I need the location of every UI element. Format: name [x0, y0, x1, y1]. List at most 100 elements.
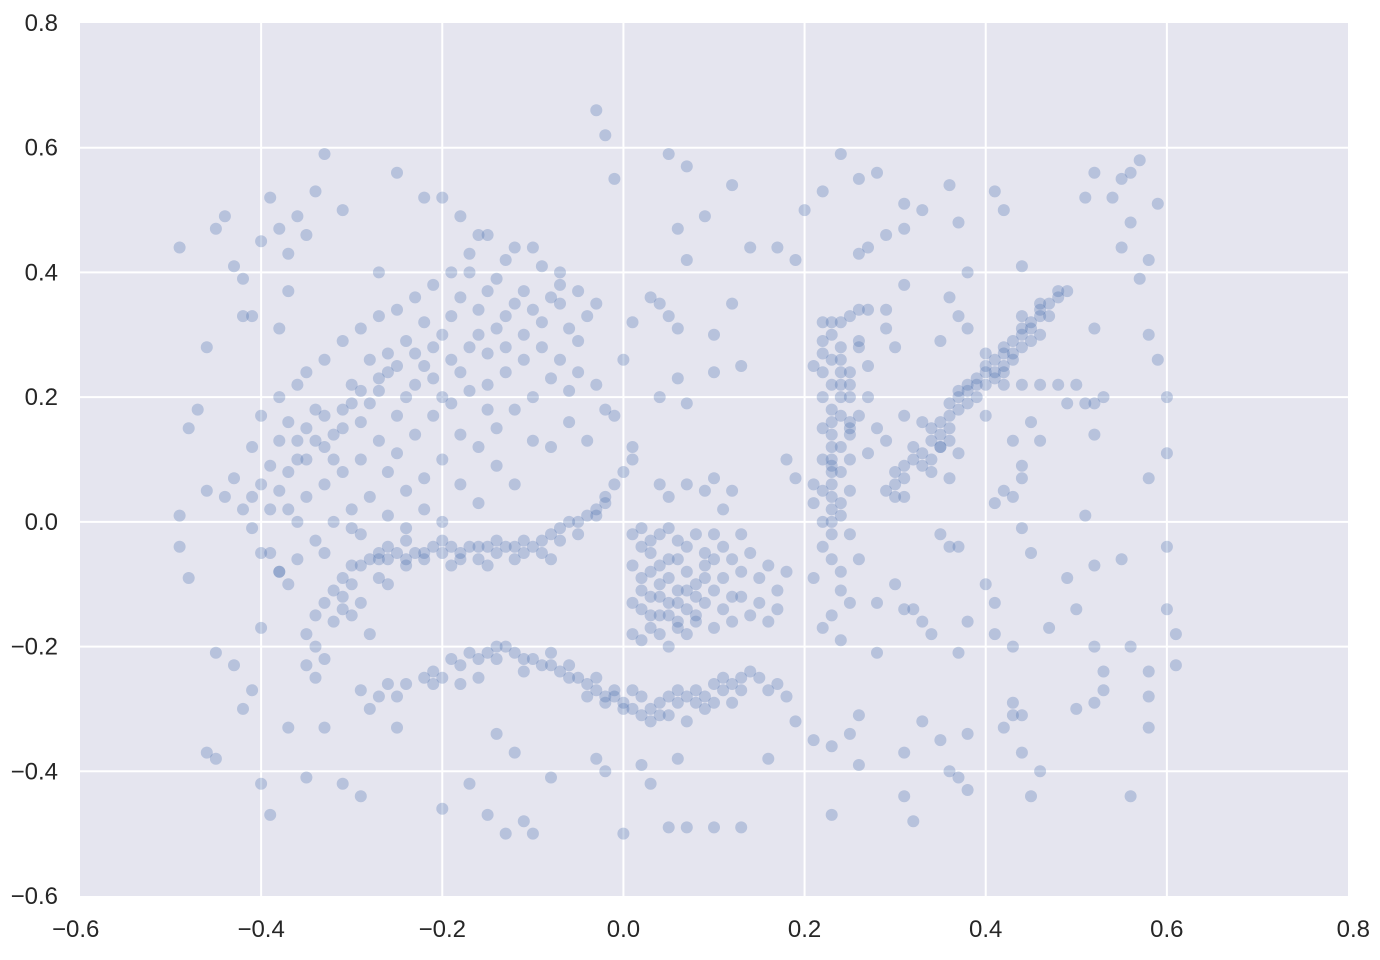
data-point	[708, 584, 720, 597]
data-point	[228, 260, 240, 273]
data-point	[1015, 459, 1028, 472]
data-point	[970, 372, 983, 385]
data-point	[680, 821, 693, 834]
data-point	[662, 490, 675, 503]
data-point	[698, 690, 711, 703]
data-point	[1088, 322, 1101, 335]
data-point	[671, 696, 684, 709]
data-point	[943, 409, 956, 422]
data-point	[1034, 765, 1047, 778]
data-point	[1133, 154, 1146, 167]
data-point	[952, 216, 965, 229]
data-point	[771, 678, 784, 690]
data-point	[581, 310, 594, 323]
data-point	[1034, 310, 1047, 323]
data-point	[336, 572, 349, 584]
data-point	[825, 466, 838, 478]
data-point	[418, 191, 431, 204]
data-point	[409, 428, 422, 441]
data-point	[970, 391, 983, 404]
data-point	[1052, 285, 1065, 298]
data-point	[689, 578, 702, 591]
data-point	[816, 515, 829, 528]
data-point	[309, 185, 322, 198]
data-point	[717, 572, 730, 584]
data-point	[535, 659, 548, 672]
data-point	[961, 727, 974, 740]
data-point	[545, 441, 557, 453]
data-point	[391, 721, 403, 734]
data-point	[273, 222, 286, 235]
data-point	[735, 821, 748, 834]
data-point	[816, 335, 829, 347]
data-point	[744, 665, 757, 678]
data-point	[1052, 291, 1065, 304]
y-tick-label: 0.0	[25, 509, 58, 536]
data-point	[427, 540, 440, 553]
data-point	[698, 484, 711, 497]
data-point	[436, 534, 449, 547]
data-point	[282, 247, 295, 260]
data-point	[463, 341, 476, 354]
data-point	[554, 353, 566, 366]
data-point	[997, 360, 1010, 372]
y-tick-label: 0.6	[25, 135, 58, 162]
data-point	[635, 584, 648, 597]
data-point	[291, 515, 304, 528]
data-point	[871, 646, 883, 659]
data-point	[834, 634, 847, 647]
data-point	[1079, 191, 1092, 204]
data-point	[735, 565, 748, 578]
data-point	[581, 690, 594, 703]
data-point	[400, 335, 413, 347]
data-point	[1052, 378, 1065, 391]
data-point	[1025, 547, 1037, 559]
data-point	[834, 148, 847, 160]
data-point	[182, 572, 195, 584]
data-point	[653, 696, 666, 709]
data-point	[400, 522, 413, 535]
data-point	[726, 696, 739, 709]
data-point	[300, 453, 313, 466]
data-point	[662, 148, 675, 160]
data-point	[354, 559, 367, 572]
data-point	[345, 397, 358, 410]
data-point	[372, 372, 385, 385]
data-point	[545, 646, 557, 659]
data-point	[653, 297, 666, 310]
data-point	[662, 640, 675, 653]
data-point	[662, 596, 675, 609]
data-point	[463, 266, 476, 279]
y-tick-label: −0.4	[11, 758, 58, 785]
data-point	[898, 222, 911, 235]
data-point	[635, 634, 648, 647]
data-point	[662, 690, 675, 703]
data-point	[843, 484, 856, 497]
data-point	[300, 490, 313, 503]
data-point	[934, 428, 947, 441]
data-point	[988, 596, 1001, 609]
data-point	[255, 621, 268, 634]
data-point	[708, 696, 720, 709]
data-point	[952, 646, 965, 659]
data-point	[1115, 241, 1128, 254]
data-point	[309, 671, 322, 684]
data-point	[608, 690, 621, 703]
data-point	[354, 790, 367, 803]
data-point	[354, 384, 367, 397]
data-point	[255, 777, 268, 790]
data-point	[363, 628, 376, 641]
data-point	[336, 422, 349, 435]
data-point	[1106, 191, 1119, 204]
data-point	[952, 447, 965, 460]
data-point	[988, 353, 1001, 366]
data-point	[599, 690, 612, 703]
data-point	[708, 621, 720, 634]
data-point	[436, 671, 449, 684]
data-point	[1088, 696, 1101, 709]
data-point	[898, 790, 911, 803]
data-point	[400, 484, 413, 497]
data-point	[445, 310, 458, 323]
data-point	[300, 422, 313, 435]
data-point	[834, 466, 847, 478]
